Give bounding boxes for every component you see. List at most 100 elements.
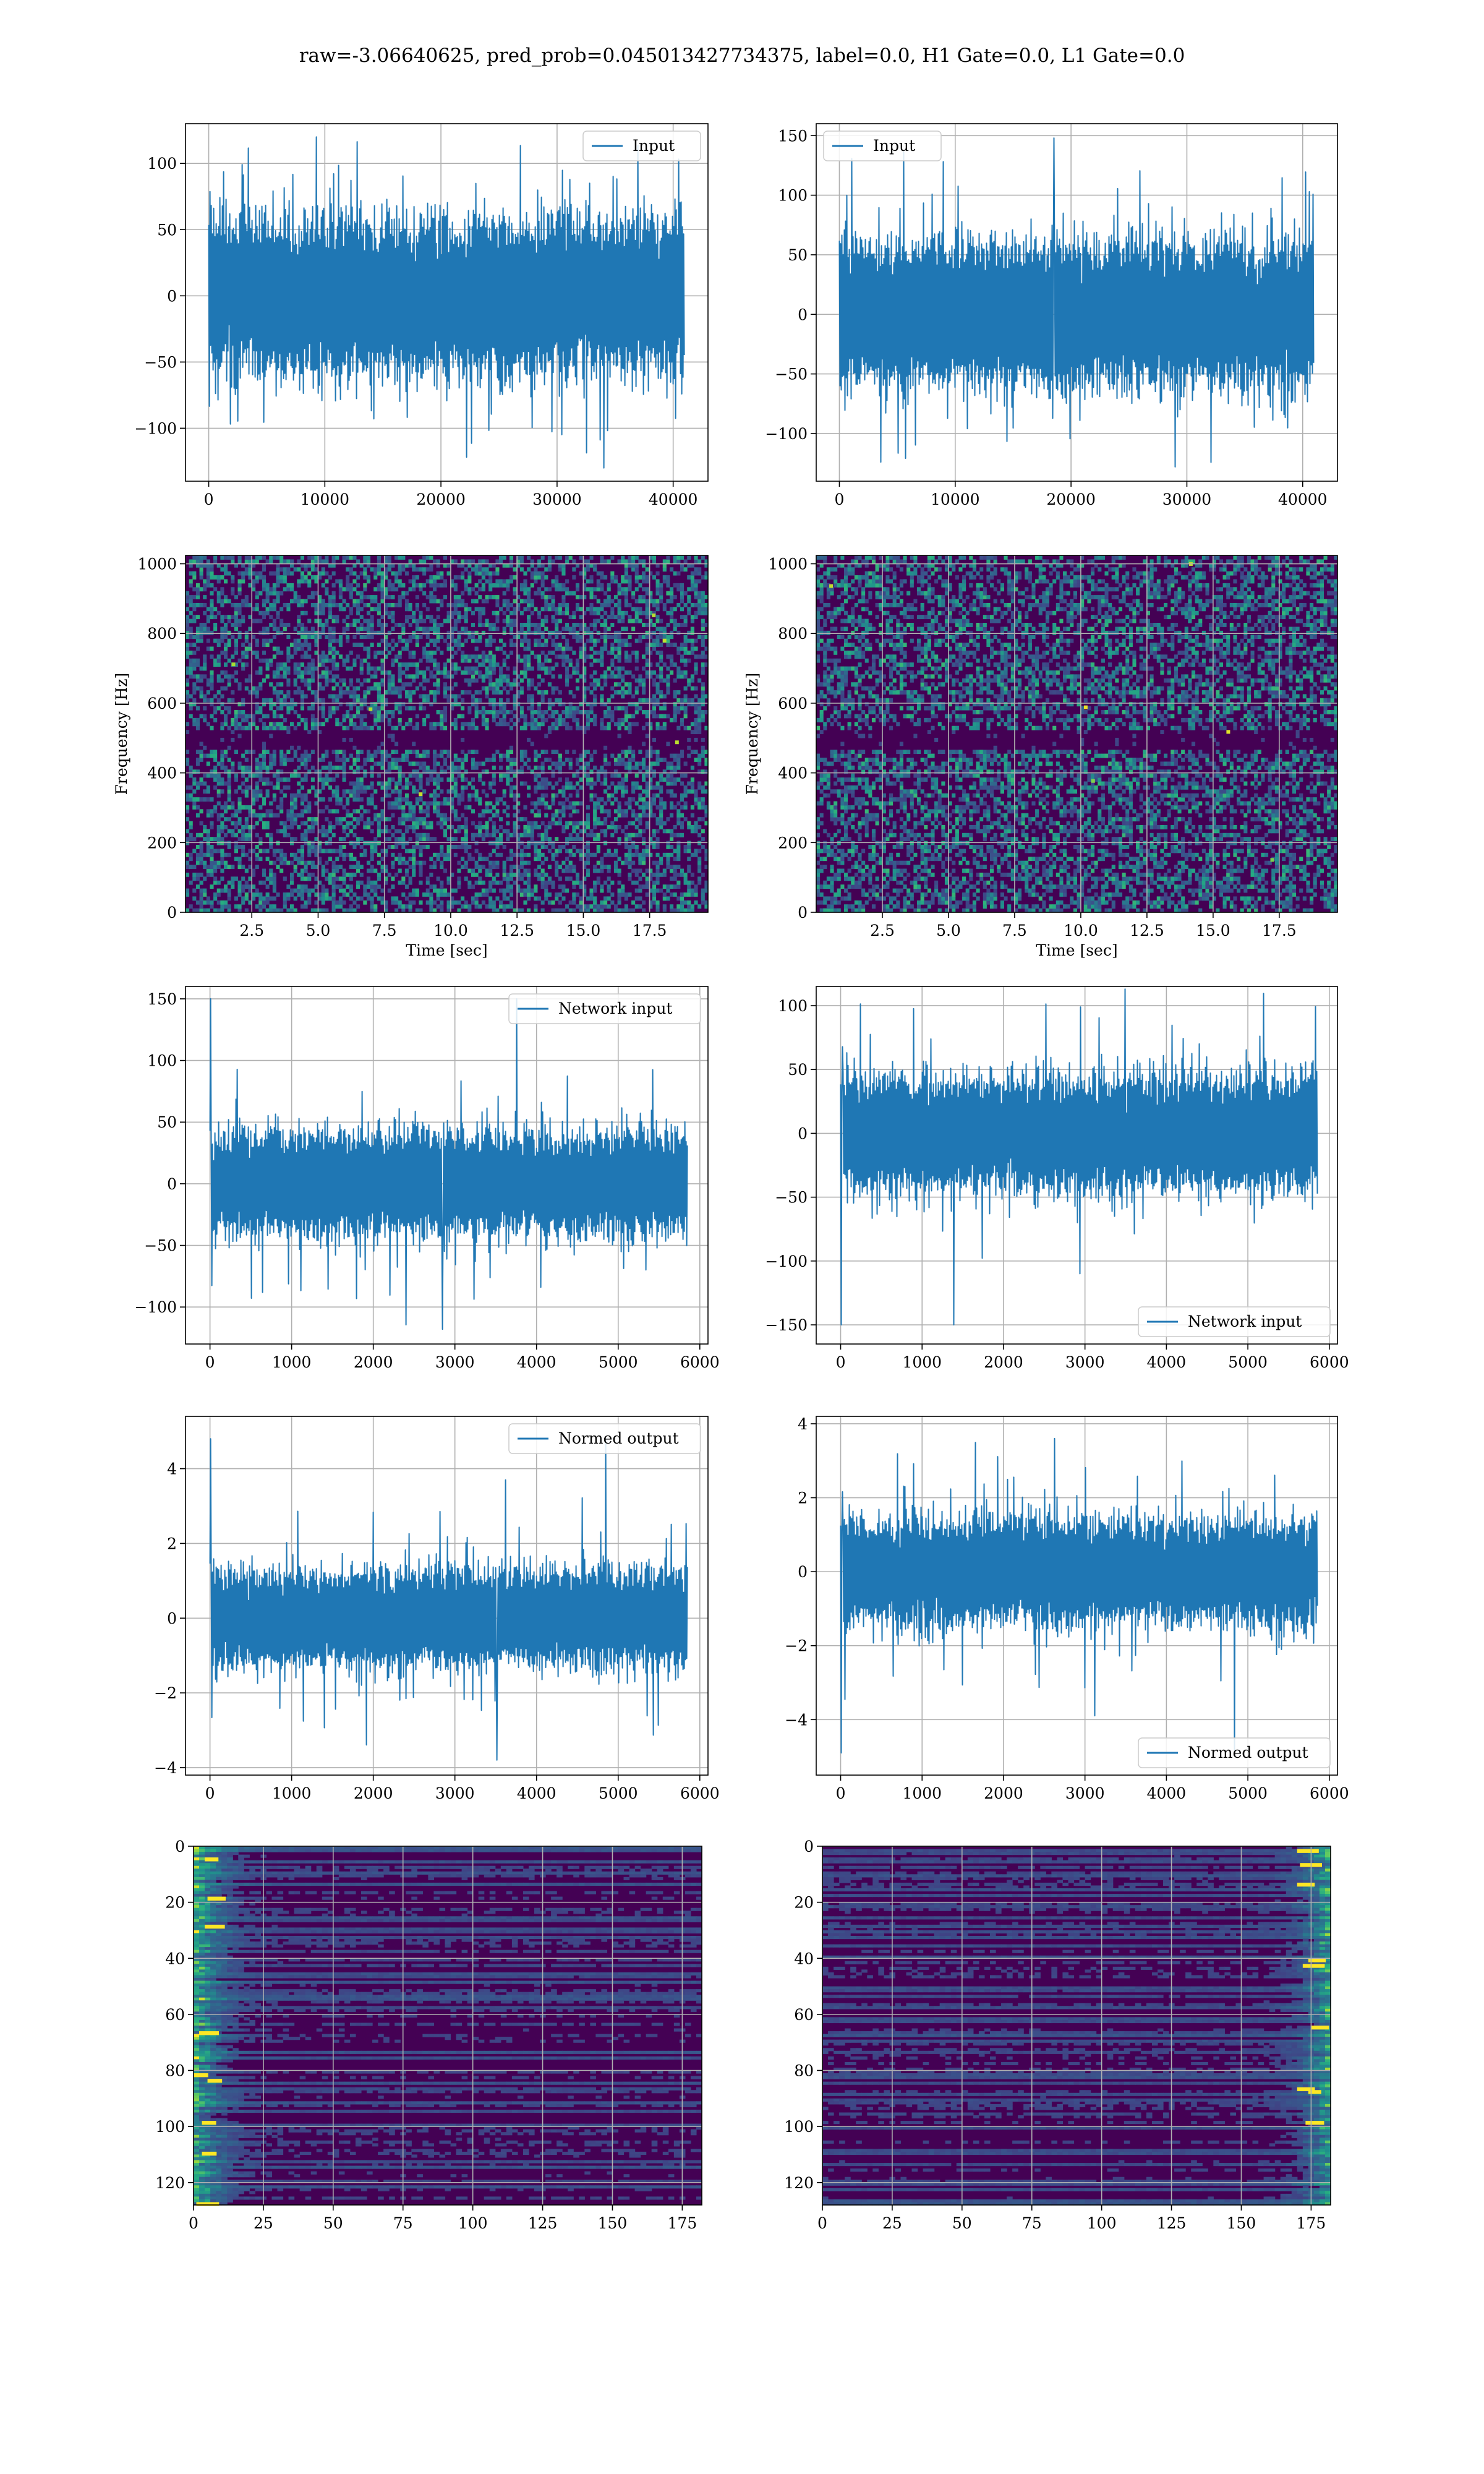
heatmap-cell [356, 643, 360, 647]
heatmap-cell [603, 865, 608, 869]
heatmap-cell [227, 678, 231, 683]
heatmap-cell [464, 670, 468, 675]
heatmap-cell [373, 908, 378, 913]
heatmap-cell [203, 622, 207, 627]
heatmap-cell [659, 785, 663, 790]
heatmap-cell [276, 849, 280, 854]
heatmap-cell [195, 722, 200, 727]
heatmap-cell [314, 789, 318, 794]
heatmap-cell [551, 817, 555, 822]
heatmap-cell [513, 829, 517, 834]
heatmap-cell [220, 813, 224, 818]
heatmap-cell [461, 627, 465, 631]
heatmap-cell [481, 809, 485, 814]
heatmap-cell [499, 837, 503, 842]
heatmap-cell [488, 781, 493, 786]
heatmap-cell [694, 852, 698, 857]
heatmap-cell [425, 627, 430, 631]
heatmap-cell [461, 904, 465, 909]
heatmap-cell [589, 888, 594, 893]
heatmap-cell [321, 872, 325, 877]
heatmap-cell [199, 896, 203, 901]
heatmap-cell [641, 690, 646, 695]
heatmap-cell [457, 860, 461, 865]
heatmap-cell [415, 845, 419, 849]
heatmap-cell [279, 821, 284, 826]
heatmap-cell [186, 698, 190, 703]
heatmap-cell [617, 706, 621, 711]
heatmap-cell [513, 702, 517, 707]
heatmap-cell [262, 627, 267, 631]
heatmap-cell [192, 722, 197, 727]
heatmap-cell [297, 745, 301, 750]
heatmap-cell [359, 865, 364, 869]
heatmap-cell [697, 753, 702, 758]
heatmap-cell [220, 694, 224, 699]
heatmap-cell [307, 845, 312, 849]
heatmap-cell [575, 722, 580, 727]
heatmap-cell [617, 880, 621, 885]
heatmap-cell [481, 824, 485, 829]
heatmap-cell [440, 710, 444, 714]
heatmap-cell [613, 682, 618, 687]
heatmap-cell [687, 904, 691, 909]
heatmap-cell [231, 737, 235, 742]
heatmap-cell [607, 896, 611, 901]
heatmap-cell [575, 717, 580, 722]
heatmap-cell [244, 646, 249, 651]
heatmap-cell [540, 714, 545, 719]
heatmap-cell [419, 702, 423, 707]
heatmap-cell [279, 630, 284, 635]
heatmap-cell [485, 872, 489, 877]
heatmap-cell [359, 781, 364, 786]
heatmap-cell [579, 900, 583, 905]
heatmap-cell [440, 622, 444, 627]
heatmap-cell [297, 793, 301, 798]
heatmap-cell [509, 857, 514, 862]
heatmap-cell [359, 880, 364, 885]
heatmap-cell [272, 753, 276, 758]
heatmap-cell [485, 686, 489, 691]
heatmap-cell [195, 900, 200, 905]
heatmap-cell [589, 781, 594, 786]
heatmap-cell [335, 789, 339, 794]
heatmap-cell [380, 865, 385, 869]
heatmap-cell [370, 868, 374, 873]
heatmap-cell [502, 662, 506, 667]
heatmap-cell [474, 706, 479, 711]
heatmap-cell [481, 714, 485, 719]
heatmap-cell [530, 837, 534, 842]
heatmap-cell [331, 900, 336, 905]
heatmap-cell [304, 865, 308, 869]
heatmap-cell [373, 805, 378, 810]
heatmap-cell [621, 627, 625, 631]
heatmap-cell [453, 829, 458, 834]
heatmap-cell [415, 627, 419, 631]
heatmap-cell [488, 622, 493, 627]
heatmap-cell [276, 690, 280, 695]
heatmap-cell [391, 734, 395, 738]
heatmap-cell [258, 658, 263, 663]
heatmap-cell [432, 777, 437, 782]
heatmap-cell [492, 710, 496, 714]
heatmap-cell [342, 682, 346, 687]
heatmap-cell [352, 702, 357, 707]
heatmap-cell [335, 809, 339, 814]
heatmap-cell [666, 682, 670, 687]
heatmap-cell [415, 789, 419, 794]
heatmap-cell [310, 722, 315, 727]
heatmap-cell [192, 777, 197, 782]
heatmap-cell [670, 618, 674, 623]
heatmap-cell [425, 837, 430, 842]
heatmap-cell [481, 833, 485, 837]
heatmap-cell [342, 726, 346, 730]
heatmap-cell [579, 674, 583, 679]
heatmap-cell [474, 761, 479, 766]
heatmap-cell [471, 857, 475, 862]
heatmap-cell [231, 615, 235, 620]
heatmap-cell [206, 852, 210, 857]
heatmap-cell [617, 734, 621, 738]
heatmap-cell [450, 900, 454, 905]
heatmap-cell [331, 630, 336, 635]
heatmap-cell [352, 789, 357, 794]
